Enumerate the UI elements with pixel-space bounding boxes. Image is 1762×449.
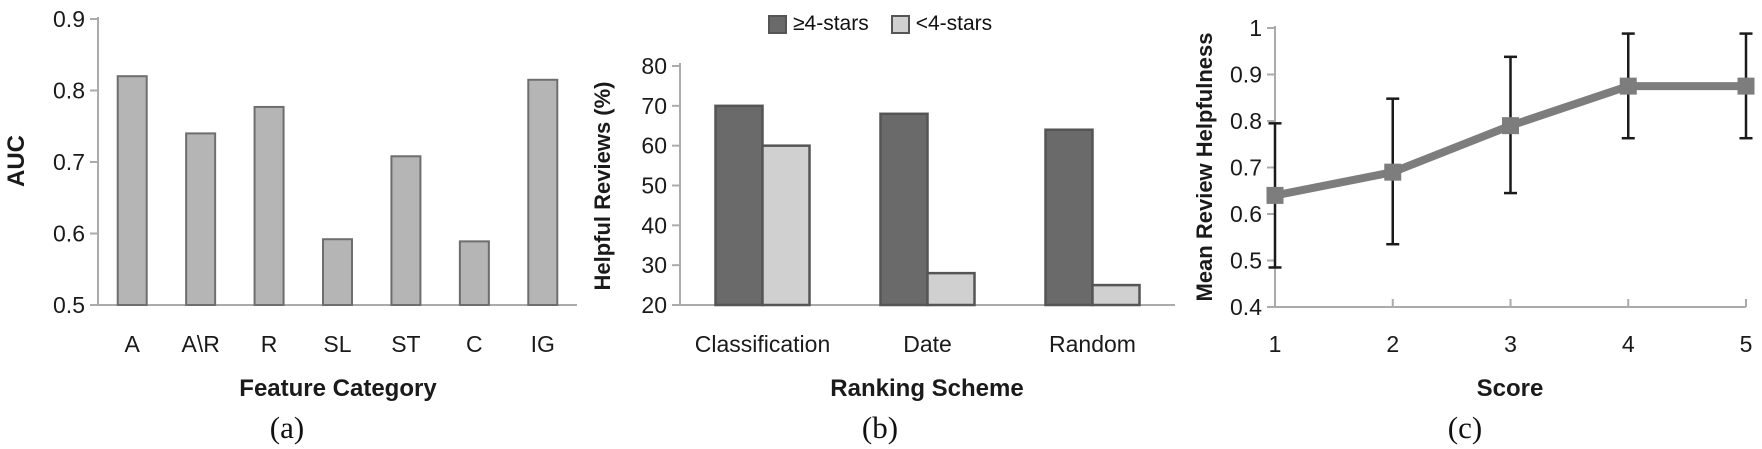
a-xtick-label: A (125, 331, 141, 357)
b-ytick-label: 20 (641, 292, 667, 318)
b-bar-Random-ge4 (1044, 128, 1094, 307)
legend-swatch-ge4stars (768, 14, 787, 34)
c-marker (1619, 77, 1637, 95)
a-bar-IG (527, 78, 559, 307)
b-xtick-label: Random (1049, 331, 1136, 357)
c-ytick-label: 0.5 (1230, 248, 1262, 274)
b-ytick-label: 60 (641, 133, 667, 159)
a-bar-R (253, 105, 285, 306)
a-bar-A\R (185, 132, 217, 306)
a-bar-A (116, 75, 148, 306)
c-ytick-label: 0.9 (1230, 62, 1262, 88)
c-ytick-label: 0.8 (1230, 108, 1262, 134)
c-marker (1502, 117, 1519, 135)
a-ytick-label: 0.8 (53, 78, 85, 104)
caption-a: (a) (269, 410, 305, 445)
caption-c: (c) (1447, 410, 1483, 445)
a-ytick-label: 0.5 (53, 292, 85, 318)
a-ytick-label: 0.6 (53, 221, 85, 247)
a-bar-C (458, 240, 490, 307)
c-xtick-label: 2 (1386, 331, 1399, 357)
a-ytick-label: 0.9 (53, 6, 85, 32)
c-marker (1384, 163, 1402, 181)
a-ytick-label: 0.7 (53, 149, 85, 175)
c-ytick-label: 1 (1249, 15, 1262, 41)
caption-b: (b) (861, 410, 899, 445)
b-bar-Classification-lt4 (761, 144, 811, 307)
a-yaxis-title: AUC (3, 135, 30, 187)
b-bar-Random-lt4 (1091, 283, 1141, 307)
legend-label-lt4stars: <4-stars (915, 12, 993, 35)
b-bar-Date-ge4 (879, 112, 929, 307)
c-xaxis-title: Score (1477, 375, 1544, 402)
c-xtick-label: 5 (1740, 331, 1753, 357)
a-xaxis-title: Feature Category (239, 375, 437, 402)
c-yaxis-title: Mean Review Helpfulness (1192, 33, 1217, 302)
b-xtick-label: Classification (695, 331, 831, 357)
c-ytick-label: 0.6 (1230, 201, 1262, 227)
b-yaxis-title: Helpful Reviews (%) (590, 81, 615, 290)
legend-label-ge4stars: ≥4-stars (793, 12, 869, 35)
c-xtick-label: 3 (1504, 331, 1517, 357)
b-bar-Classification-ge4 (714, 104, 764, 307)
c-marker (1737, 77, 1755, 95)
a-bar-SL (322, 238, 353, 306)
b-ytick-label: 50 (641, 173, 667, 199)
a-xtick-label: ST (391, 331, 420, 357)
c-ytick-label: 0.4 (1230, 294, 1262, 320)
b-ytick-label: 70 (641, 93, 667, 119)
a-xtick-label: IG (531, 331, 555, 357)
b-xaxis-title: Ranking Scheme (830, 375, 1023, 402)
c-marker (1266, 186, 1284, 204)
a-xtick-label: SL (323, 331, 351, 357)
legend-item-ge4stars: ≥4-stars (768, 12, 869, 36)
b-ytick-label: 80 (641, 53, 667, 79)
legend-item-lt4stars: <4-stars (890, 12, 993, 36)
a-xtick-label: C (466, 331, 483, 357)
b-ytick-label: 40 (641, 212, 667, 238)
b-ytick-label: 30 (641, 252, 667, 278)
legend-swatch-lt4stars (890, 14, 910, 34)
a-xtick-label: A\R (181, 331, 219, 357)
c-ytick-label: 0.7 (1230, 155, 1262, 181)
legend: ≥4-stars <4-stars (768, 12, 992, 36)
c-xtick-label: 1 (1269, 331, 1282, 357)
c-xtick-label: 4 (1622, 331, 1635, 357)
a-bar-ST (390, 155, 422, 306)
b-bar-Date-lt4 (926, 271, 976, 307)
a-xtick-label: R (261, 331, 278, 357)
b-xtick-label: Date (903, 331, 952, 357)
